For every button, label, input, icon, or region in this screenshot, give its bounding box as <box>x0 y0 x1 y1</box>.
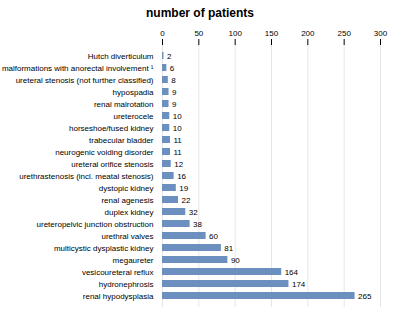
svg-text:vesicoureteral reflux: vesicoureteral reflux <box>82 268 154 277</box>
svg-text:neurogenic voiding disorder: neurogenic voiding disorder <box>55 148 154 157</box>
svg-text:50: 50 <box>194 29 203 38</box>
svg-text:urethral valves: urethral valves <box>101 232 153 241</box>
svg-text:0: 0 <box>160 29 165 38</box>
svg-text:164: 164 <box>285 268 299 277</box>
html-text:number of patients: number of patients <box>146 6 254 20</box>
svg-text:16: 16 <box>177 172 186 181</box>
svg-text:urethrastenosis (incl. meatal: urethrastenosis (incl. meatal stenosis) <box>19 172 154 181</box>
svg-text:300: 300 <box>374 29 388 38</box>
svg-text:megaureter: megaureter <box>113 256 154 265</box>
svg-text:90: 90 <box>231 256 240 265</box>
svg-text:100: 100 <box>228 29 242 38</box>
svg-text:11: 11 <box>173 136 182 145</box>
svg-text:hydronephrosis: hydronephrosis <box>99 280 154 289</box>
svg-text:renal malrotation: renal malrotation <box>94 100 154 109</box>
svg-text:multicystic dysplastic kidney: multicystic dysplastic kidney <box>54 244 154 253</box>
svg-text:Hutch diverticulum: Hutch diverticulum <box>88 52 154 61</box>
svg-text:174: 174 <box>292 280 306 289</box>
svg-text:38: 38 <box>193 220 202 229</box>
svg-text:ureteral orifice stenosis: ureteral orifice stenosis <box>71 160 153 169</box>
svg-text:250: 250 <box>337 29 351 38</box>
svg-text:10: 10 <box>173 112 182 121</box>
svg-text:19: 19 <box>179 184 188 193</box>
svg-text:9: 9 <box>172 88 177 97</box>
svg-text:6: 6 <box>170 64 175 73</box>
svg-text:ureterocele: ureterocele <box>113 112 154 121</box>
svg-text:ureteral stenosis (not further: ureteral stenosis (not further classifie… <box>16 76 154 85</box>
svg-text:dystopic kidney: dystopic kidney <box>99 184 154 193</box>
svg-text:trabecular bladder: trabecular bladder <box>89 136 154 145</box>
svg-text:2: 2 <box>167 52 172 61</box>
svg-text:8: 8 <box>171 76 176 85</box>
svg-text:150: 150 <box>265 29 279 38</box>
svg-text:renal hypodysplasia: renal hypodysplasia <box>83 292 154 301</box>
svg-text:265: 265 <box>358 292 372 301</box>
svg-text:renal agenesis: renal agenesis <box>101 196 153 205</box>
svg-text:81: 81 <box>224 244 233 253</box>
svg-text:12: 12 <box>174 160 183 169</box>
svg-text:60: 60 <box>209 232 218 241</box>
svg-text:10: 10 <box>173 124 182 133</box>
svg-text:malformations with anorectal i: malformations with anorectal involvement… <box>2 64 154 73</box>
svg-text:duplex kidney: duplex kidney <box>105 208 154 217</box>
svg-text:11: 11 <box>173 148 182 157</box>
svg-text:200: 200 <box>301 29 315 38</box>
svg-text:ureteropelvic junction obstruc: ureteropelvic junction obstruction <box>37 220 154 229</box>
svg-text:hypospadia: hypospadia <box>113 88 154 97</box>
svg-text:32: 32 <box>189 208 198 217</box>
svg-text:horseshoe/fused kidney: horseshoe/fused kidney <box>69 124 154 133</box>
svg-text:9: 9 <box>172 100 177 109</box>
svg-text:22: 22 <box>181 196 190 205</box>
